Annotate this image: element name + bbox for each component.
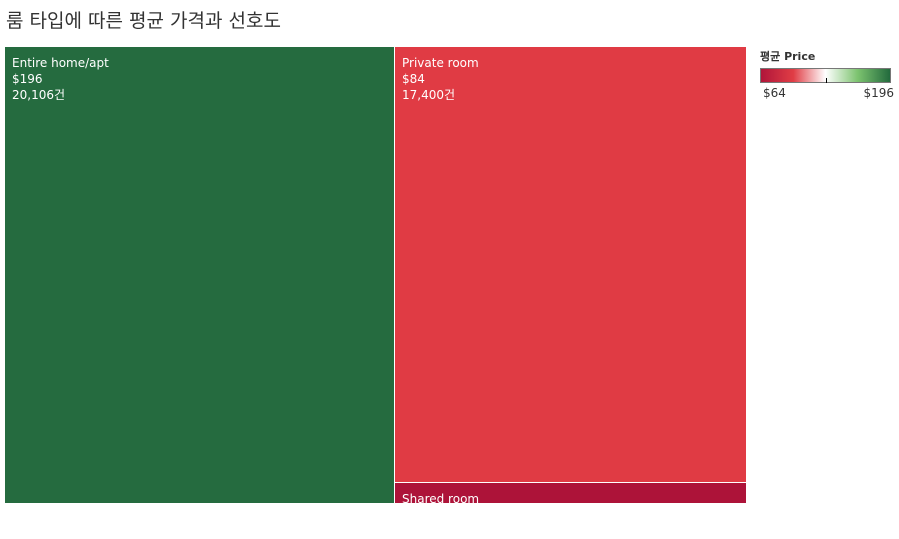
tile-price: $196 (12, 72, 43, 86)
tile-name: Shared room (402, 492, 480, 506)
tile-price: $64 (402, 508, 425, 522)
chart-title: 룸 타입에 따른 평균 가격과 선호도 (6, 10, 281, 32)
tile-count: 17,400건 (402, 88, 456, 102)
color-legend: 평균 Price $64 $196 (760, 48, 896, 102)
tile-label: Shared room $64 838건 (402, 491, 479, 539)
treemap[interactable]: Entire home/apt $196 20,106건 Private room $8… (5, 47, 746, 538)
legend-title: 평균 Price (760, 50, 816, 63)
tile-name: Private room (402, 56, 479, 70)
treemap-tile-private-room[interactable]: Private room $84 17,400건 (395, 47, 746, 482)
legend-max-label: $196 (863, 86, 894, 100)
tile-name: Entire home/apt (12, 56, 109, 70)
legend-midpoint-tick (825, 78, 827, 83)
tile-count: 20,106건 (12, 88, 66, 102)
treemap-tile-shared-room[interactable]: Shared room $64 838건 (395, 483, 746, 538)
treemap-tile-entire-home-apt[interactable]: Entire home/apt $196 20,106건 (5, 47, 394, 503)
tile-label: Entire home/apt $196 20,106건 (12, 55, 109, 103)
legend-min-label: $64 (763, 86, 786, 100)
tile-price: $84 (402, 72, 425, 86)
tile-label: Private room $84 17,400건 (402, 55, 479, 103)
tile-count: 838건 (402, 524, 436, 538)
legend-gradient-bar (760, 68, 891, 83)
